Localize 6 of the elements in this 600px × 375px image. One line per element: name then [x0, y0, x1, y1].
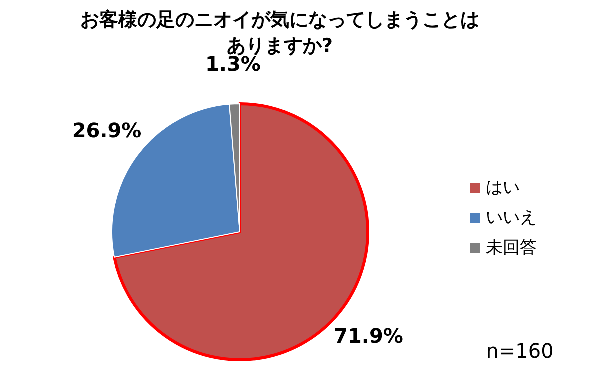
data-label: 26.9%	[72, 118, 142, 142]
legend-label: はい	[486, 178, 520, 198]
data-label: 71.9%	[334, 324, 404, 348]
legend-label: いいえ	[486, 208, 537, 228]
legend-label: 未回答	[486, 238, 537, 258]
text: n=160	[486, 339, 554, 363]
